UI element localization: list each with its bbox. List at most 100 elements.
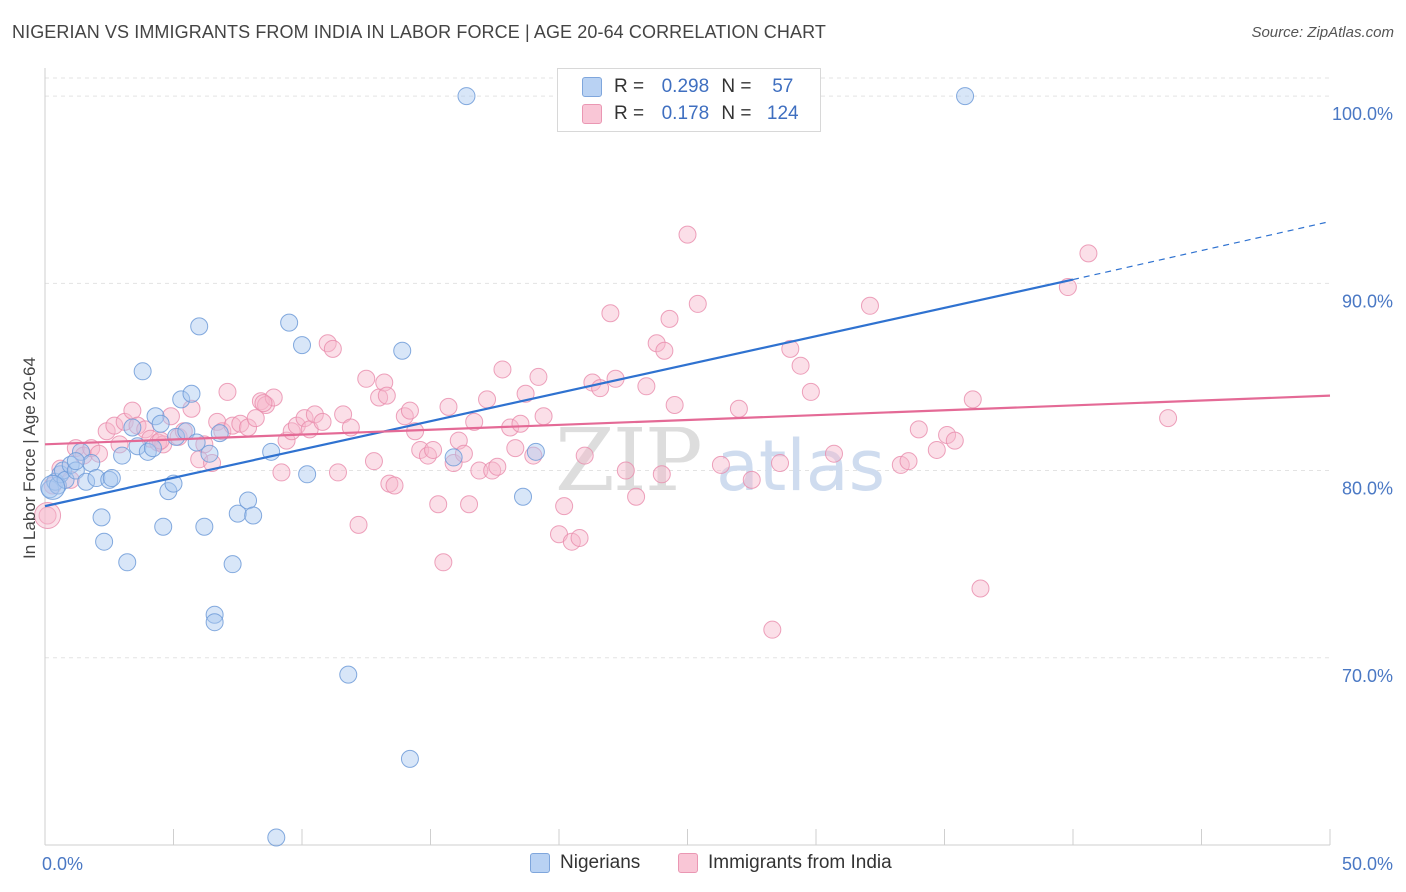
india-point xyxy=(963,390,982,409)
india-point xyxy=(655,341,674,360)
india-point xyxy=(246,409,265,428)
nigerian-point xyxy=(82,454,101,473)
nigerian-point xyxy=(228,504,247,523)
nigerian-point xyxy=(123,418,142,437)
india-point xyxy=(627,487,646,506)
legend-item-india[interactable]: Immigrants from India xyxy=(678,852,892,874)
nigerian-point xyxy=(210,424,229,443)
nigerian-point xyxy=(182,384,201,403)
nigerian-point xyxy=(205,605,224,624)
india-point xyxy=(763,620,782,639)
india-point xyxy=(328,463,347,482)
india-point xyxy=(195,435,214,454)
nigerian-point xyxy=(133,362,152,381)
india-point xyxy=(357,369,376,388)
legend-item-nigerians[interactable]: Nigerians xyxy=(530,852,640,874)
india-point xyxy=(652,465,671,484)
india-point xyxy=(665,396,684,415)
india-point xyxy=(729,399,748,418)
y-tick-label: 70.0% xyxy=(1342,666,1393,686)
india-point xyxy=(123,401,142,420)
india-point xyxy=(375,373,394,392)
nigerian-point xyxy=(298,465,317,484)
stats-legend: R = 0.298 N = 57 R = 0.178 N = 124 xyxy=(557,68,821,132)
india-point xyxy=(318,334,337,353)
nigerian-point xyxy=(190,317,209,336)
legend-label: Immigrants from India xyxy=(708,852,892,873)
india-point xyxy=(660,309,679,328)
y-tick-label: 90.0% xyxy=(1342,291,1393,311)
india-point xyxy=(465,412,484,431)
nigerian-point xyxy=(167,427,186,446)
india-point xyxy=(493,360,512,379)
india-point xyxy=(305,405,324,424)
pink-swatch-icon xyxy=(678,853,698,873)
nigerian-trend-line xyxy=(44,278,1074,508)
india-point xyxy=(424,440,443,459)
india-point xyxy=(529,367,548,386)
nigerian-point xyxy=(526,442,545,461)
y-axis-label: In Labor Force | Age 20-64 xyxy=(20,357,39,559)
india-point xyxy=(161,407,180,426)
nigerian-point xyxy=(339,665,358,684)
nigerian-point xyxy=(77,472,96,491)
x-tick-labels: 0.0% 50.0% xyxy=(42,854,1393,874)
n-label: N = xyxy=(721,103,752,124)
india-point xyxy=(1079,244,1098,263)
india-point xyxy=(971,579,990,598)
nigerian-point xyxy=(195,517,214,536)
nigerian-point xyxy=(172,390,191,409)
india-point xyxy=(927,440,946,459)
india-point xyxy=(313,412,332,431)
india-point xyxy=(110,435,129,454)
nigerian-point xyxy=(102,469,121,488)
india-point xyxy=(264,388,283,407)
india-point xyxy=(899,452,918,471)
legend-label: Nigerians xyxy=(560,852,641,873)
india-point xyxy=(295,409,314,428)
india-point xyxy=(909,420,928,439)
india-point xyxy=(647,334,666,353)
india-point xyxy=(434,553,453,572)
nigerian-point xyxy=(205,613,224,632)
y-tick-labels: 70.0% 80.0% 90.0% 100.0% xyxy=(1332,104,1393,686)
india-point xyxy=(637,377,656,396)
watermark: ZIP atlas xyxy=(555,411,885,511)
nigerian-point xyxy=(457,87,476,106)
india-point xyxy=(945,431,964,450)
n-label: N = xyxy=(721,76,752,97)
india-point xyxy=(771,454,790,473)
india-point xyxy=(218,382,237,401)
source-label: Source: ZipAtlas.com xyxy=(1251,24,1394,41)
r-label: R = xyxy=(614,76,645,97)
india-trend-line xyxy=(44,394,1331,446)
nigerian-point xyxy=(400,749,419,768)
india-point xyxy=(429,495,448,514)
x-tick-label: 0.0% xyxy=(42,854,83,874)
india-point xyxy=(781,339,800,358)
blue-swatch-icon xyxy=(530,853,550,873)
n-value: 124 xyxy=(766,103,799,124)
india-point xyxy=(824,444,843,463)
india-point xyxy=(89,444,108,463)
india-point xyxy=(570,528,589,547)
nigerian-point-large xyxy=(40,474,66,500)
india-point xyxy=(213,422,232,441)
india-point xyxy=(257,396,276,415)
nigerian-point xyxy=(293,336,311,355)
india-point xyxy=(801,382,820,401)
india-point xyxy=(575,446,594,465)
nigerian-point xyxy=(143,439,162,458)
india-point xyxy=(511,414,530,433)
india-point xyxy=(385,476,404,495)
india-point xyxy=(182,399,201,418)
legend-row-nigerians: R = 0.298 N = 57 xyxy=(582,74,809,100)
nigerian-point xyxy=(118,553,137,572)
nigerian-point xyxy=(393,341,412,360)
r-value: 0.298 xyxy=(661,76,710,97)
india-point xyxy=(506,439,525,458)
india-point xyxy=(678,225,697,244)
india-point xyxy=(400,401,419,420)
pink-swatch-icon xyxy=(582,104,602,124)
